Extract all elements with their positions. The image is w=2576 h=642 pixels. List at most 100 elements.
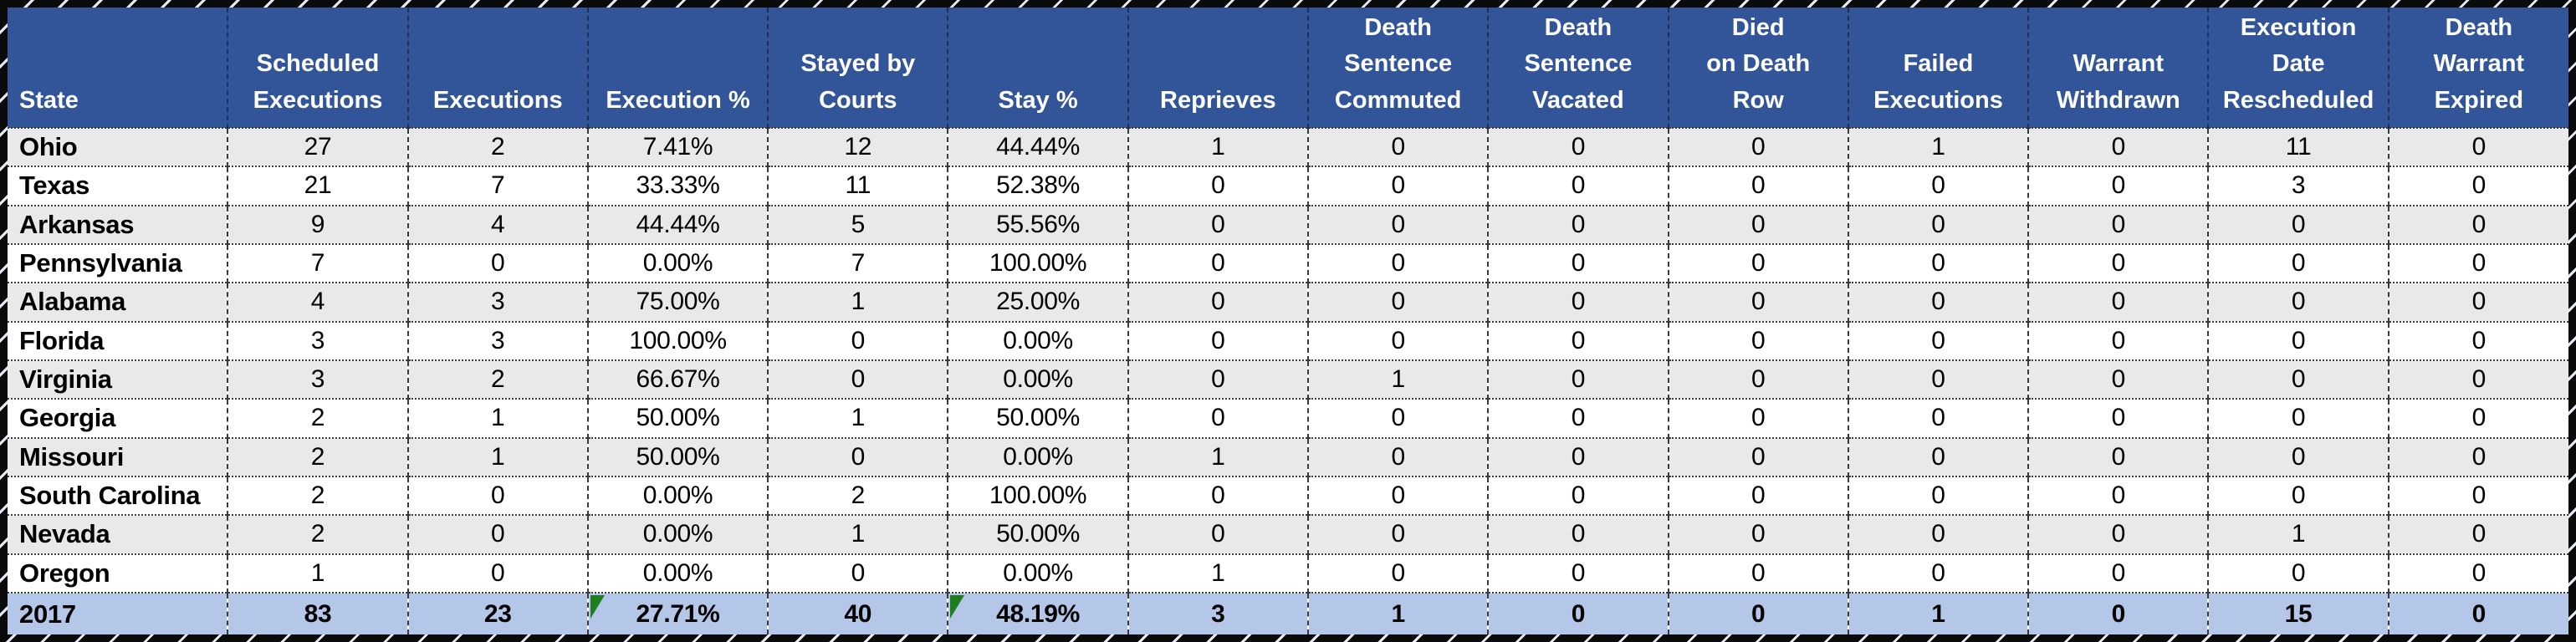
cell-executions[interactable]: 2: [407, 359, 589, 400]
cell-death-sentence-commuted[interactable]: 0: [1308, 320, 1490, 360]
state-cell[interactable]: Oregon: [8, 553, 229, 593]
cell-stay-pct[interactable]: 48.19%: [948, 592, 1129, 634]
cell-execution-pct[interactable]: 50.00%: [587, 436, 769, 476]
cell-reprieves[interactable]: 1: [1127, 126, 1310, 167]
cell-stay-pct[interactable]: 100.00%: [948, 242, 1129, 283]
header-cell-state[interactable]: State: [8, 8, 229, 128]
cell-warrant-withdrawn[interactable]: 0: [2028, 553, 2210, 593]
cell-died-on-death-row[interactable]: 0: [1668, 282, 1849, 322]
cell-stay-pct[interactable]: 44.44%: [948, 126, 1129, 167]
cell-stay-pct[interactable]: 25.00%: [948, 282, 1129, 322]
header-cell-stay-pct[interactable]: Stay %: [948, 8, 1129, 128]
cell-death-sentence-vacated[interactable]: 0: [1488, 553, 1669, 593]
state-cell[interactable]: 2017: [8, 592, 229, 634]
cell-died-on-death-row[interactable]: 0: [1668, 592, 1849, 634]
cell-execution-pct[interactable]: 100.00%: [587, 320, 769, 360]
state-cell[interactable]: Ohio: [8, 126, 229, 167]
cell-death-sentence-commuted[interactable]: 0: [1308, 166, 1490, 206]
cell-scheduled-executions[interactable]: 7: [227, 242, 409, 283]
cell-died-on-death-row[interactable]: 0: [1668, 553, 1849, 593]
cell-failed-executions[interactable]: 0: [1848, 553, 2030, 593]
cell-warrant-withdrawn[interactable]: 0: [2028, 359, 2210, 400]
cell-executions[interactable]: 0: [407, 514, 589, 554]
cell-execution-date-rescheduled[interactable]: 0: [2208, 282, 2389, 322]
cell-stayed-by-courts[interactable]: 0: [768, 553, 949, 593]
cell-reprieves[interactable]: 0: [1127, 320, 1310, 360]
cell-stayed-by-courts[interactable]: 2: [768, 475, 949, 516]
state-cell[interactable]: Nevada: [8, 514, 229, 554]
cell-failed-executions[interactable]: 1: [1848, 126, 2030, 167]
cell-death-sentence-vacated[interactable]: 0: [1488, 514, 1669, 554]
cell-executions[interactable]: 2: [407, 126, 589, 167]
cell-died-on-death-row[interactable]: 0: [1668, 166, 1849, 206]
cell-scheduled-executions[interactable]: 2: [227, 475, 409, 516]
cell-death-sentence-vacated[interactable]: 0: [1488, 359, 1669, 400]
cell-stayed-by-courts[interactable]: 40: [768, 592, 949, 634]
cell-execution-pct[interactable]: 0.00%: [587, 553, 769, 593]
cell-stay-pct[interactable]: 50.00%: [948, 514, 1129, 554]
cell-death-warrant-expired[interactable]: 0: [2388, 320, 2568, 360]
cell-death-warrant-expired[interactable]: 0: [2388, 204, 2568, 244]
header-cell-reprieves[interactable]: Reprieves: [1127, 8, 1310, 128]
cell-reprieves[interactable]: 0: [1127, 398, 1310, 438]
cell-death-warrant-expired[interactable]: 0: [2388, 166, 2568, 206]
cell-death-warrant-expired[interactable]: 0: [2388, 282, 2568, 322]
cell-scheduled-executions[interactable]: 9: [227, 204, 409, 244]
cell-failed-executions[interactable]: 0: [1848, 398, 2030, 438]
cell-executions[interactable]: 0: [407, 475, 589, 516]
cell-death-sentence-vacated[interactable]: 0: [1488, 475, 1669, 516]
cell-death-sentence-vacated[interactable]: 0: [1488, 436, 1669, 476]
cell-failed-executions[interactable]: 0: [1848, 204, 2030, 244]
cell-execution-date-rescheduled[interactable]: 0: [2208, 320, 2389, 360]
cell-death-warrant-expired[interactable]: 0: [2388, 242, 2568, 283]
cell-stayed-by-courts[interactable]: 1: [768, 282, 949, 322]
cell-failed-executions[interactable]: 0: [1848, 514, 2030, 554]
cell-reprieves[interactable]: 0: [1127, 514, 1310, 554]
state-cell[interactable]: Virginia: [8, 359, 229, 400]
cell-execution-pct[interactable]: 75.00%: [587, 282, 769, 322]
cell-died-on-death-row[interactable]: 0: [1668, 398, 1849, 438]
header-cell-scheduled-executions[interactable]: Scheduled Executions: [227, 8, 409, 128]
header-cell-stayed-by-courts[interactable]: Stayed by Courts: [768, 8, 949, 128]
cell-failed-executions[interactable]: 0: [1848, 166, 2030, 206]
cell-stayed-by-courts[interactable]: 12: [768, 126, 949, 167]
cell-reprieves[interactable]: 1: [1127, 553, 1310, 593]
cell-execution-pct[interactable]: 44.44%: [587, 204, 769, 244]
cell-death-sentence-commuted[interactable]: 0: [1308, 553, 1490, 593]
cell-stay-pct[interactable]: 50.00%: [948, 398, 1129, 438]
cell-failed-executions[interactable]: 0: [1848, 359, 2030, 400]
state-cell[interactable]: South Carolina: [8, 475, 229, 516]
state-cell[interactable]: Texas: [8, 166, 229, 206]
cell-stayed-by-courts[interactable]: 0: [768, 359, 949, 400]
state-cell[interactable]: Missouri: [8, 436, 229, 476]
cell-death-sentence-commuted[interactable]: 0: [1308, 398, 1490, 438]
header-cell-failed-executions[interactable]: Failed Executions: [1848, 8, 2030, 128]
cell-reprieves[interactable]: 0: [1127, 282, 1310, 322]
header-cell-execution-date-rescheduled[interactable]: Execution Date Rescheduled: [2208, 8, 2389, 128]
cell-stayed-by-courts[interactable]: 1: [768, 514, 949, 554]
cell-failed-executions[interactable]: 0: [1848, 475, 2030, 516]
cell-death-sentence-vacated[interactable]: 0: [1488, 592, 1669, 634]
cell-death-warrant-expired[interactable]: 0: [2388, 126, 2568, 167]
header-cell-warrant-withdrawn[interactable]: Warrant Withdrawn: [2028, 8, 2210, 128]
cell-reprieves[interactable]: 1: [1127, 436, 1310, 476]
cell-warrant-withdrawn[interactable]: 0: [2028, 166, 2210, 206]
cell-reprieves[interactable]: 0: [1127, 204, 1310, 244]
cell-died-on-death-row[interactable]: 0: [1668, 514, 1849, 554]
cell-execution-pct[interactable]: 50.00%: [587, 398, 769, 438]
cell-death-sentence-commuted[interactable]: 1: [1308, 592, 1490, 634]
cell-death-sentence-vacated[interactable]: 0: [1488, 242, 1669, 283]
cell-death-sentence-vacated[interactable]: 0: [1488, 126, 1669, 167]
cell-stayed-by-courts[interactable]: 0: [768, 320, 949, 360]
cell-execution-date-rescheduled[interactable]: 0: [2208, 398, 2389, 438]
cell-stayed-by-courts[interactable]: 5: [768, 204, 949, 244]
cell-reprieves[interactable]: 0: [1127, 359, 1310, 400]
cell-death-sentence-vacated[interactable]: 0: [1488, 398, 1669, 438]
cell-execution-date-rescheduled[interactable]: 1: [2208, 514, 2389, 554]
cell-death-sentence-commuted[interactable]: 0: [1308, 436, 1490, 476]
cell-reprieves[interactable]: 3: [1127, 592, 1310, 634]
cell-warrant-withdrawn[interactable]: 0: [2028, 242, 2210, 283]
cell-execution-date-rescheduled[interactable]: 0: [2208, 359, 2389, 400]
cell-executions[interactable]: 4: [407, 204, 589, 244]
cell-execution-pct[interactable]: 7.41%: [587, 126, 769, 167]
